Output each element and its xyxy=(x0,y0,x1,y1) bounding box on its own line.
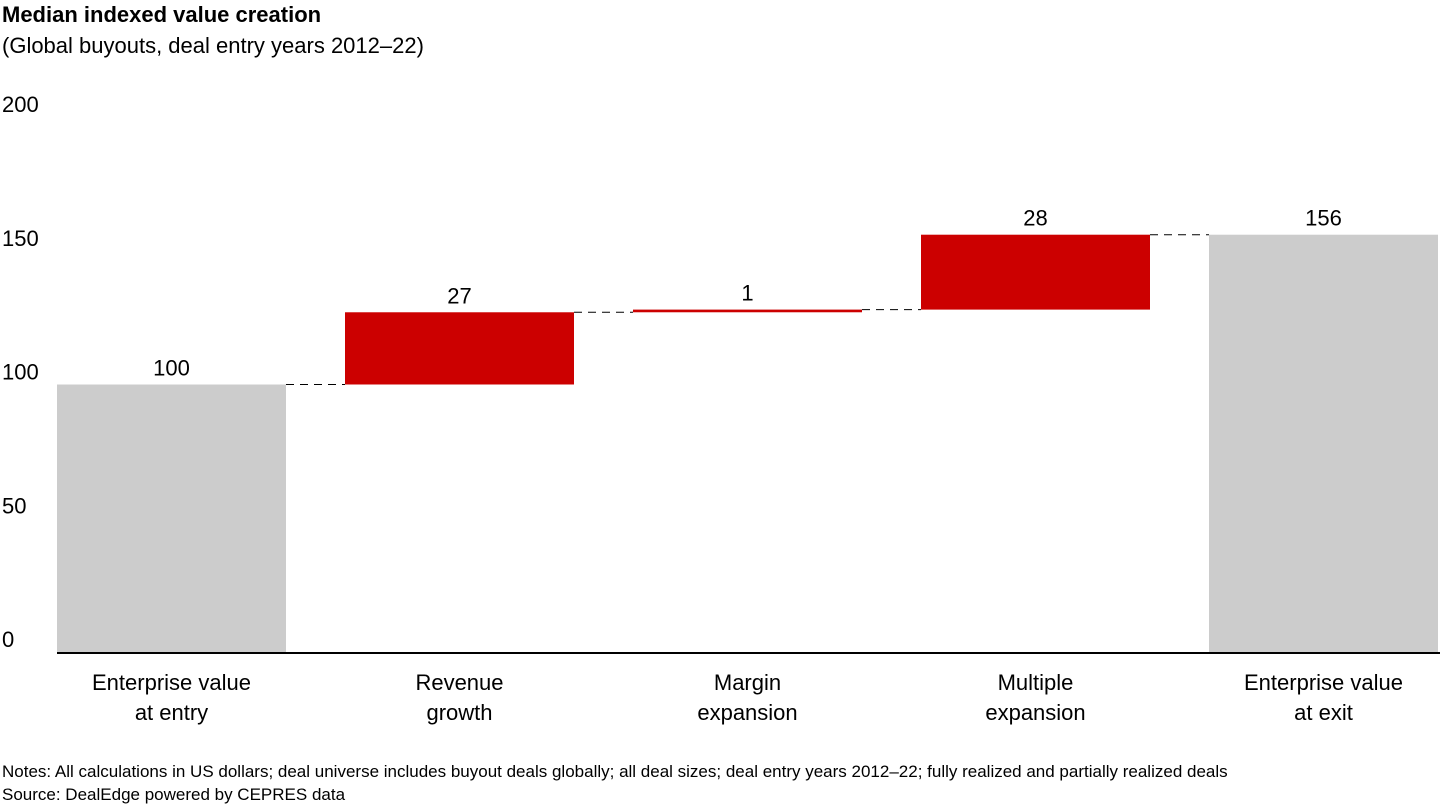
y-tick-label: 100 xyxy=(2,360,39,385)
y-axis-ticks: 0 50 100 150 200 xyxy=(2,92,39,652)
category-label: expansion xyxy=(985,700,1085,725)
value-labels: 100 27 1 28 156 xyxy=(153,206,1342,381)
total-bar xyxy=(1209,234,1438,652)
category-labels: Enterprise value at entry Revenue growth Mar… xyxy=(92,670,1403,725)
category-label: at exit xyxy=(1294,700,1353,725)
bar-value-label: 27 xyxy=(447,283,471,308)
category-label: Revenue xyxy=(415,670,503,695)
y-tick-label: 50 xyxy=(2,493,26,518)
category-label: at entry xyxy=(135,700,208,725)
bar-value-label: 1 xyxy=(741,281,753,306)
category-label: Multiple xyxy=(998,670,1074,695)
chart-subtitle: (Global buyouts, deal entry years 2012–2… xyxy=(2,33,424,58)
total-bar xyxy=(57,384,286,652)
bars xyxy=(57,234,1438,652)
bar-value-label: 28 xyxy=(1023,206,1047,231)
bar-value-label: 156 xyxy=(1305,206,1342,231)
source-text: Source: DealEdge powered by CEPRES data xyxy=(2,785,346,804)
category-label: Margin xyxy=(714,670,781,695)
y-tick-label: 200 xyxy=(2,92,39,117)
y-tick-label: 0 xyxy=(2,627,14,652)
notes-text: Notes: All calculations in US dollars; d… xyxy=(2,762,1228,781)
bar-value-label: 100 xyxy=(153,356,190,381)
delta-bar xyxy=(345,312,574,385)
y-tick-label: 150 xyxy=(2,226,39,251)
category-label: Enterprise value xyxy=(92,670,251,695)
chart-title: Median indexed value creation xyxy=(2,2,322,27)
category-label: Enterprise value xyxy=(1244,670,1403,695)
delta-bar xyxy=(921,234,1150,310)
delta-bar xyxy=(633,309,862,313)
category-label: growth xyxy=(426,700,492,725)
connectors xyxy=(286,234,1209,385)
category-label: expansion xyxy=(697,700,797,725)
